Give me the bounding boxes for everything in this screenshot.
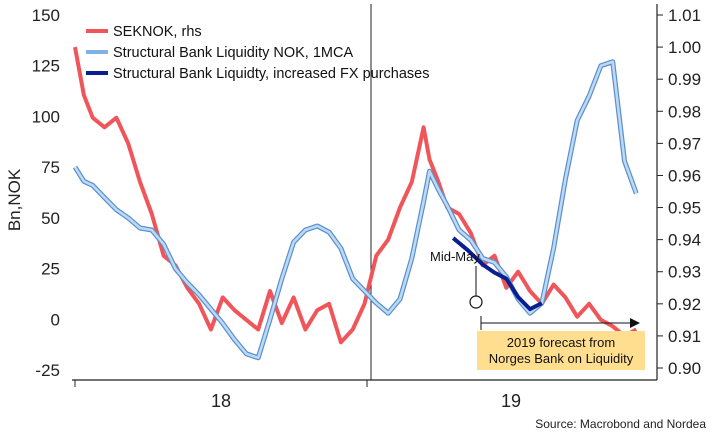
left-axis-ticks: 150 125 100 75 50 25 0 -25	[32, 6, 60, 380]
right-tick-label: 0.93	[668, 263, 701, 282]
right-tick-label: 0.92	[668, 295, 701, 314]
left-tick-label: 100	[32, 107, 60, 126]
right-tick-label: 0.97	[668, 134, 701, 153]
legend: SEKNOK, rhs Structural Bank Liquidity NO…	[86, 24, 429, 82]
left-tick-label: 50	[41, 209, 60, 228]
left-tick-label: 75	[41, 158, 60, 177]
right-axis-ticks: 1.01 1.00 0.99 0.98 0.97 0.96 0.95 0.94 0.93 0.92…	[657, 6, 701, 378]
right-tick-label: 0.98	[668, 102, 701, 121]
right-tick-label: 0.91	[668, 327, 701, 346]
forecast-arrowhead	[630, 318, 640, 328]
series-line-liquidity-outline	[72, 59, 639, 361]
left-tick-label: 150	[32, 6, 60, 25]
y-axis-label: Bn,NOK	[5, 168, 24, 231]
left-tick-label: 125	[32, 57, 60, 76]
legend-label-fx-purchases: Structural Bank Liquidty, increased FX p…	[113, 66, 429, 82]
right-tick-label: 0.94	[668, 231, 701, 250]
series-group	[72, 46, 639, 361]
forecast-note-box	[477, 331, 645, 370]
series-line-liquidity	[73, 60, 638, 360]
right-tick-label: 0.90	[668, 359, 701, 378]
mid-may-marker	[469, 295, 483, 309]
right-tick-label: 0.99	[668, 70, 701, 89]
left-tick-label: -25	[35, 361, 60, 380]
forecast-note-line2: Norges Bank on Liquidity	[489, 351, 634, 366]
right-tick-label: 1.01	[668, 6, 701, 25]
category-label-18: 18	[211, 391, 231, 411]
left-tick-label: 25	[41, 260, 60, 279]
right-tick-label: 1.00	[668, 38, 701, 57]
legend-label-seknok: SEKNOK, rhs	[113, 24, 202, 40]
mid-may-label: Mid-May	[430, 249, 480, 264]
forecast-note-line1: 2019 forecast from	[507, 335, 615, 350]
left-tick-label: 0	[51, 310, 60, 329]
category-label-19: 19	[501, 391, 521, 411]
source-note: Source: Macrobond and Nordea	[535, 417, 706, 431]
right-tick-label: 0.96	[668, 166, 701, 185]
legend-label-liquidity: Structural Bank Liquidity NOK, 1MCA	[113, 45, 353, 61]
series-line-seknok	[73, 46, 638, 345]
series-line-fx-purchases	[451, 236, 543, 312]
right-tick-label: 0.95	[668, 199, 701, 218]
